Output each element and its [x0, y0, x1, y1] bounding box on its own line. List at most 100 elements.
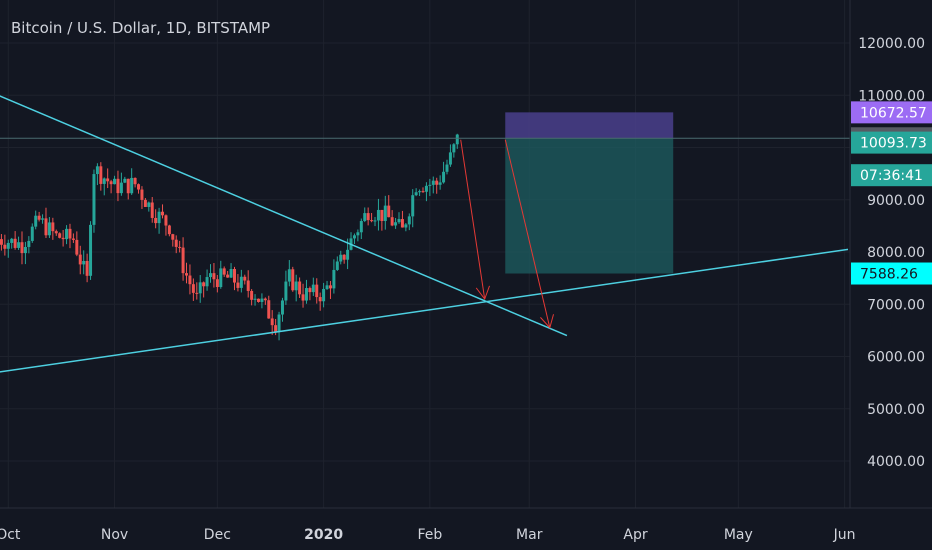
candle-body: [137, 184, 141, 190]
candle-body: [147, 202, 151, 207]
candle-body: [102, 178, 106, 184]
candle-body: [452, 144, 456, 153]
candle-body: [34, 215, 38, 227]
position-stop-zone: [505, 112, 674, 139]
candle-body: [294, 281, 298, 291]
candle-body: [51, 222, 55, 232]
candle-body: [342, 254, 346, 260]
candle-body: [380, 209, 384, 221]
candle-body: [335, 261, 339, 270]
candle-body: [301, 294, 305, 301]
candle-body: [20, 242, 24, 254]
position-target-zone: [505, 138, 674, 274]
candle-body: [308, 288, 312, 293]
candle-body: [407, 216, 411, 225]
candle-body: [390, 217, 394, 226]
candle-body: [126, 178, 130, 194]
candle-body: [421, 191, 425, 193]
candle-body: [157, 211, 161, 224]
candle-body: [0, 239, 3, 245]
candle-body: [287, 269, 291, 282]
candle-body: [10, 238, 14, 243]
candle-body: [277, 314, 281, 332]
candle-body: [143, 199, 147, 207]
price-axis[interactable]: 12000.0011000.0010000.009000.008000.0070…: [858, 36, 925, 470]
candle-body: [400, 219, 404, 228]
candle-body: [226, 274, 230, 278]
candle-body: [397, 219, 401, 223]
candle-body: [95, 166, 99, 175]
candle-body: [171, 234, 175, 240]
time-tick-label: Apr: [623, 527, 647, 543]
candle-body: [202, 282, 206, 287]
candle-body: [188, 275, 192, 285]
candle-body: [356, 232, 360, 236]
candle-body: [116, 178, 120, 194]
time-tick-label: 2020: [304, 527, 343, 543]
candle-body: [6, 242, 10, 249]
candle-body: [332, 269, 336, 289]
candle-body: [133, 177, 137, 185]
candle-body: [445, 164, 449, 172]
price-badge: [851, 262, 932, 285]
candle-body: [274, 325, 278, 332]
candle-body: [260, 298, 264, 302]
chart-drawings[interactable]: [0, 95, 850, 373]
price-tick-label: 8000.00: [867, 245, 925, 261]
price-tick-label: 11000.00: [858, 88, 925, 104]
candle-body: [359, 221, 363, 233]
candle-body: [222, 268, 226, 275]
candle-body: [352, 235, 356, 239]
candle-body: [150, 202, 154, 218]
candle-body: [455, 134, 459, 145]
candle-body: [47, 222, 51, 236]
candle-body: [267, 300, 271, 319]
candle-body: [191, 284, 195, 293]
candle-body: [195, 292, 199, 294]
candle-body: [75, 239, 79, 255]
trendline: [0, 95, 568, 337]
price-badge: [851, 101, 932, 124]
candle-body: [44, 218, 48, 236]
candle-body: [442, 171, 446, 183]
candle-body: [232, 269, 236, 283]
candle-body: [291, 269, 295, 291]
candle-body: [387, 205, 391, 218]
time-tick-label: Mar: [516, 527, 543, 543]
candle-body: [339, 254, 343, 262]
candle-body: [438, 182, 442, 185]
forecast-arrow: [460, 139, 486, 300]
candle-body: [435, 180, 439, 185]
price-badge: [851, 131, 932, 154]
candle-body: [246, 280, 250, 291]
candle-body: [414, 192, 418, 196]
candle-body: [71, 238, 75, 240]
trendline: [0, 248, 849, 373]
price-badge-label: 07:36:41: [860, 168, 923, 184]
candle-body: [346, 249, 350, 260]
candlestick-series: [0, 133, 459, 341]
candle-body: [178, 246, 182, 248]
chart-grid: [0, 0, 850, 508]
candle-body: [304, 288, 308, 301]
candle-body: [219, 268, 223, 288]
candle-body: [383, 205, 387, 221]
candle-body: [209, 273, 212, 278]
candle-body: [411, 195, 415, 217]
candle-body: [250, 290, 254, 300]
candle-body: [37, 215, 41, 220]
candle-body: [256, 298, 260, 302]
candle-body: [140, 189, 144, 200]
price-tick-label: 7000.00: [867, 297, 925, 313]
time-tick-label: Jun: [833, 527, 856, 543]
candle-body: [448, 152, 452, 165]
candle-body: [61, 237, 65, 240]
candle-body: [41, 218, 45, 220]
candle-body: [119, 182, 123, 194]
candle-body: [373, 220, 377, 222]
candle-body: [130, 177, 134, 194]
candle-body: [109, 181, 113, 185]
time-axis[interactable]: Oct Nov Dec 2020 Feb Mar Apr May Jun: [0, 527, 856, 543]
time-tick-label: May: [724, 527, 753, 543]
